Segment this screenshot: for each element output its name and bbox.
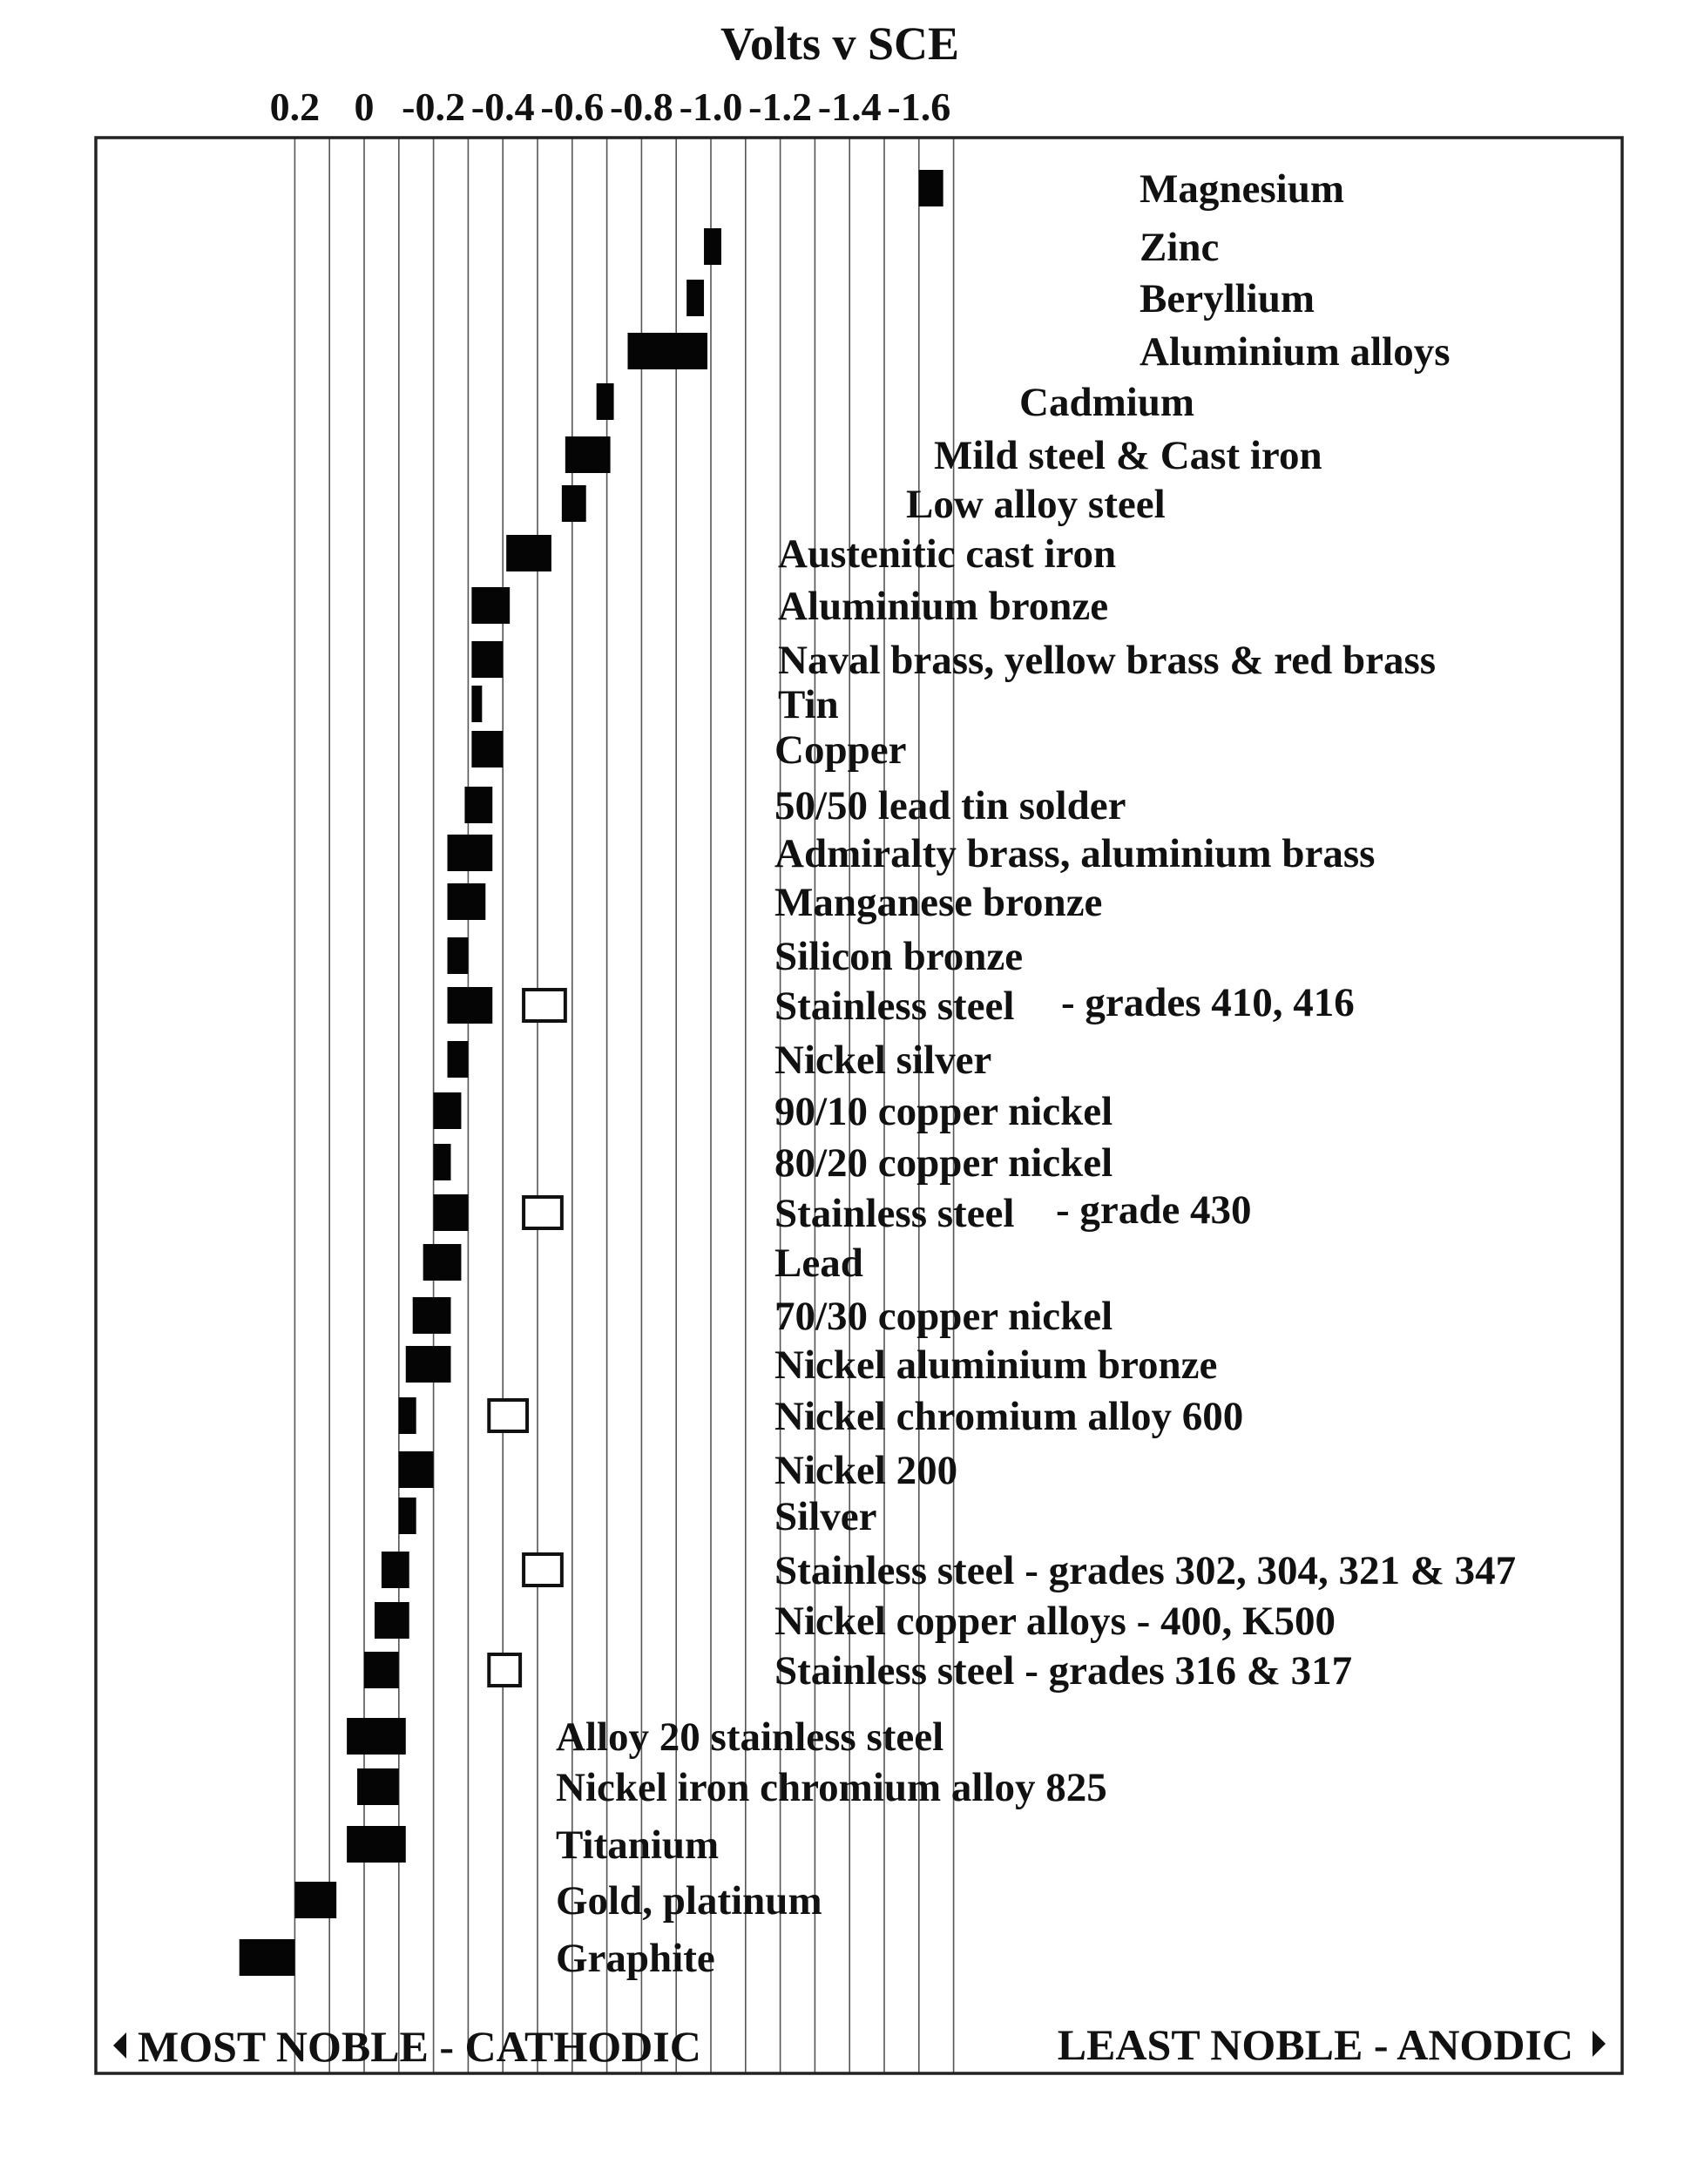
x-tick-label: -1.4 [818, 85, 882, 129]
metal-bars [239, 170, 943, 1976]
least-noble-label: LEAST NOBLE - ANODIC [1058, 2020, 1573, 2069]
metal-label: Nickel aluminium bronze [774, 1342, 1217, 1388]
x-tick-label: -1.2 [748, 85, 812, 129]
potential-range-bar [471, 686, 483, 722]
potential-range-bar [239, 1939, 295, 1976]
chart-title: Volts v SCE [720, 17, 959, 70]
potential-range-bar [423, 1244, 462, 1281]
metal-label: Alloy 20 stainless steel [556, 1714, 943, 1760]
x-tick-label: -1.0 [680, 85, 743, 129]
crevice-potential-bar [487, 1398, 530, 1433]
metal-label: Naval brass, yellow brass & red brass [778, 638, 1436, 683]
potential-range-bar [398, 1451, 434, 1488]
metal-label: Gold, platinum [556, 1878, 822, 1924]
x-tick-label: -1.6 [887, 85, 950, 129]
potential-range-bar [464, 787, 493, 823]
metal-labels: Magnesium Zinc Beryllium Aluminium alloys Ca… [556, 166, 1516, 1981]
potential-range-bar [433, 1194, 469, 1231]
x-tick-label: 0.2 [270, 85, 321, 129]
potential-range-bar [447, 835, 493, 871]
x-tick-label: -0.8 [610, 85, 673, 129]
potential-range-bar [364, 1652, 399, 1688]
potential-range-bar [347, 1826, 406, 1863]
x-axis-ticks: 0.2 0 -0.2 -0.4 -0.6 -0.8 -1.0 -1.2 -1.4 -1.6 [270, 85, 951, 129]
x-tick-label: -0.4 [471, 85, 535, 129]
metal-label: Austenitic cast iron [778, 531, 1116, 577]
metal-label: Silicon bronze [774, 934, 1023, 979]
metal-label: 50/50 lead tin solder [774, 783, 1126, 828]
potential-range-bar [506, 535, 551, 571]
plot-frame [94, 136, 1624, 2075]
potential-range-bar [447, 1041, 469, 1078]
x-tick-label: -0.2 [402, 85, 465, 129]
metal-grade-label: - grades 410, 416 [1061, 980, 1355, 1025]
metal-label: Nickel 200 [774, 1448, 957, 1493]
potential-range-bar [686, 280, 705, 316]
metal-label: 70/30 copper nickel [774, 1294, 1113, 1339]
potential-range-bar [405, 1346, 451, 1383]
metal-label: Aluminium bronze [778, 584, 1108, 629]
metal-label: Admiralty brass, aluminium brass [774, 831, 1375, 876]
metal-label: Beryllium [1140, 276, 1315, 321]
metal-label: Lead [774, 1241, 863, 1286]
metal-label: Stainless steel - grades 302, 304, 321 &… [774, 1548, 1516, 1593]
potential-range-bar [447, 883, 486, 920]
potential-range-bar [471, 731, 504, 767]
metal-label: Aluminium alloys [1140, 329, 1451, 375]
metal-label: Zinc [1140, 225, 1219, 270]
potential-range-bar [627, 333, 708, 369]
potential-range-bar [357, 1768, 399, 1805]
potential-range-bar [398, 1498, 416, 1534]
crevice-potential-bar [522, 1195, 564, 1230]
potential-range-bar [381, 1552, 409, 1588]
potential-range-bar [471, 587, 511, 624]
potential-range-bar [433, 1144, 451, 1180]
metal-label: Magnesium [1140, 166, 1344, 212]
metal-label: Nickel chromium alloy 600 [774, 1394, 1243, 1439]
crevice-potential-bar [487, 1653, 523, 1687]
potential-range-bar [565, 436, 611, 473]
metal-label: Copper [774, 727, 906, 773]
potential-range-bar [447, 987, 493, 1024]
most-noble-label: MOST NOBLE - CATHODIC [138, 2022, 701, 2071]
potential-range-bar [447, 937, 469, 974]
potential-range-bar [374, 1602, 409, 1639]
metal-label: Nickel iron chromium alloy 825 [556, 1765, 1107, 1810]
metal-label: Tin [778, 682, 839, 727]
potential-range-bar [347, 1718, 406, 1755]
potential-range-bar [412, 1297, 451, 1334]
metal-label: Low alloy steel [906, 482, 1166, 527]
metal-label: Nickel copper alloys - 400, K500 [774, 1599, 1336, 1644]
right-arrow-icon [1593, 2031, 1606, 2057]
metal-label: Stainless steel - grades 316 & 317 [774, 1648, 1352, 1694]
metal-label: 80/20 copper nickel [774, 1140, 1113, 1186]
metal-label: Mild steel & Cast iron [934, 433, 1322, 478]
metal-label: Cadmium [1019, 380, 1194, 425]
metal-label: Graphite [556, 1936, 715, 1981]
potential-range-bar [561, 485, 586, 522]
metal-label: Stainless steel [774, 1191, 1014, 1236]
metal-label: Silver [774, 1494, 876, 1539]
metal-label: Nickel silver [774, 1038, 991, 1083]
left-arrow-icon [113, 2032, 126, 2059]
metal-label: Manganese bronze [774, 880, 1102, 925]
potential-range-bar [704, 228, 721, 265]
metal-label: Titanium [556, 1822, 719, 1868]
potential-range-bar [398, 1397, 416, 1434]
potential-range-bar [433, 1092, 462, 1129]
metal-grade-label: - grade 430 [1056, 1187, 1252, 1233]
metal-label: 90/10 copper nickel [774, 1089, 1113, 1134]
crevice-potential-bar [522, 988, 567, 1023]
x-tick-label: 0 [355, 85, 375, 129]
metal-label: Stainless steel [774, 984, 1014, 1029]
potential-range-bar [294, 1882, 337, 1918]
x-tick-label: -0.6 [540, 85, 604, 129]
potential-range-bar [918, 170, 943, 206]
potential-range-bar [596, 383, 614, 420]
footer: MOST NOBLE - CATHODIC LEAST NOBLE - ANOD… [113, 2020, 1606, 2071]
crevice-potential-bar [522, 1552, 564, 1587]
potential-range-bar [471, 641, 504, 678]
